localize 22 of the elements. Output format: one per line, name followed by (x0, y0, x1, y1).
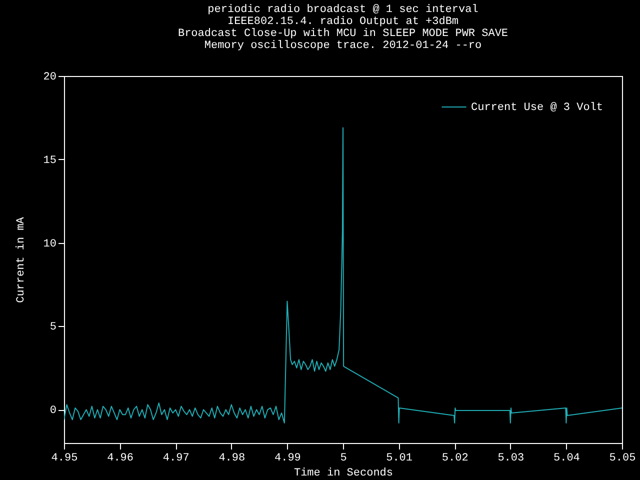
y-axis-title: Current in mA (15, 216, 28, 303)
x-tick-label: 4.97 (162, 452, 190, 464)
x-tick-label: 5.05 (609, 452, 636, 464)
y-tick-label: 0 (50, 405, 56, 418)
x-tick-label: 4.96 (107, 452, 134, 464)
x-axis-title: Time in Seconds (294, 468, 394, 480)
x-tick-label: 4.98 (218, 452, 246, 464)
y-tick-label: 20 (43, 72, 56, 84)
y-tick-label: 5 (50, 322, 56, 334)
x-tick-label: 4.99 (274, 452, 301, 464)
y-tick-label: 15 (43, 154, 56, 167)
y-tick-label: 10 (43, 238, 56, 250)
x-tick-label: 5.04 (553, 452, 580, 464)
x-tick-label: 5 (340, 452, 347, 464)
x-tick-label: 5.03 (498, 452, 524, 464)
x-tick-label: 5.01 (386, 452, 413, 464)
chart-title: periodic radio broadcast @ 1 sec interval (208, 4, 478, 16)
x-tick-label: 5.02 (442, 452, 468, 464)
chart-subtitle: IEEE802.15.4. radio Output at +3dBm Broadcast Close-Up with MCU in SLEEP MODE PWR SAVE Memory oscilloscope trace. 2012-01-24 --ro (178, 16, 508, 52)
legend-label: Current Use @ 3 Volt (471, 102, 604, 114)
line-series (64, 127, 622, 424)
x-tick-label: 4.95 (51, 452, 78, 464)
